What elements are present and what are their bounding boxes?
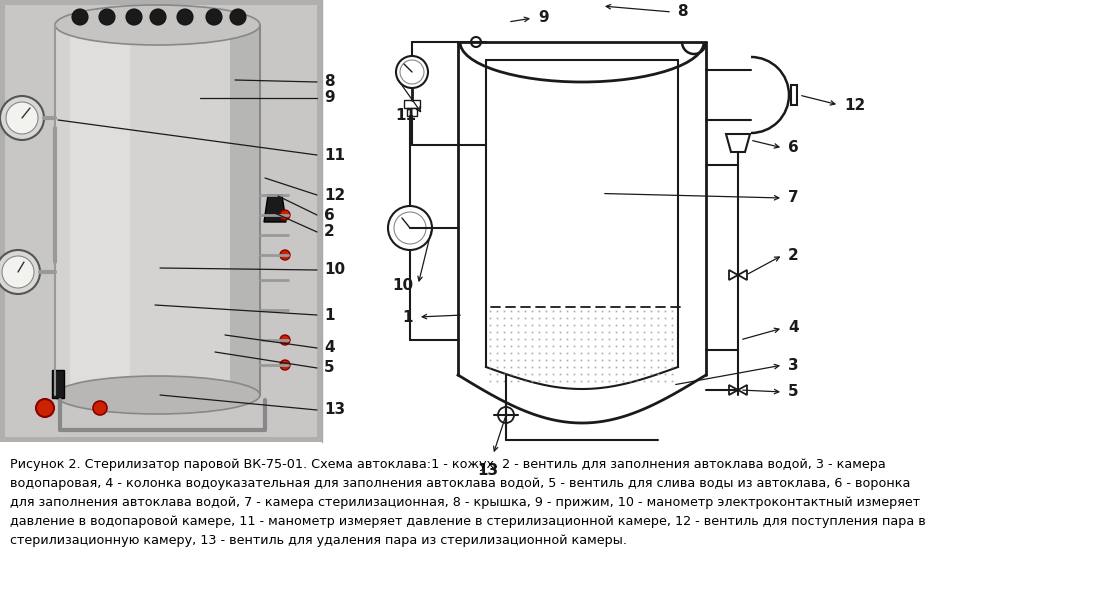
Bar (0, 0, 322, 442)
Bar (230, 25, 260, 395)
Text: 12: 12 (843, 97, 865, 112)
Ellipse shape (55, 5, 260, 45)
Text: 5: 5 (788, 385, 799, 399)
Text: 2: 2 (788, 248, 799, 263)
Circle shape (230, 9, 246, 25)
Bar (791, 85, 798, 105)
Circle shape (472, 37, 481, 47)
Circle shape (93, 401, 107, 415)
Circle shape (0, 96, 44, 140)
Circle shape (177, 9, 193, 25)
Circle shape (2, 256, 34, 288)
Bar (53, 370, 65, 398)
Circle shape (126, 9, 142, 25)
Bar (5, 5, 317, 437)
Text: 6: 6 (788, 141, 799, 155)
Polygon shape (264, 195, 286, 222)
Text: 9: 9 (324, 90, 335, 105)
Circle shape (400, 60, 424, 84)
Circle shape (150, 9, 166, 25)
Text: водопаровая, 4 - колонка водоуказательная для заполнения автоклава водой, 5 - ве: водопаровая, 4 - колонка водоуказательна… (10, 477, 910, 490)
Bar (404, 100, 420, 108)
Text: 10: 10 (324, 263, 345, 277)
Circle shape (5, 102, 38, 134)
Text: 7: 7 (788, 191, 799, 206)
Text: 13: 13 (324, 402, 345, 417)
Circle shape (280, 360, 290, 370)
Circle shape (388, 206, 432, 250)
Text: 4: 4 (788, 321, 799, 335)
Text: 3: 3 (788, 358, 799, 373)
Bar (407, 108, 417, 116)
Bar (70, 25, 130, 395)
Text: 5: 5 (324, 361, 335, 376)
Text: 9: 9 (538, 11, 548, 26)
Text: 1: 1 (324, 307, 335, 322)
Polygon shape (729, 385, 747, 395)
Text: 8: 8 (677, 5, 688, 20)
Polygon shape (726, 134, 750, 152)
Circle shape (280, 335, 290, 345)
Polygon shape (729, 270, 747, 280)
Circle shape (98, 9, 115, 25)
Text: 1: 1 (403, 310, 414, 325)
Text: 4: 4 (324, 340, 335, 355)
Circle shape (72, 9, 88, 25)
Circle shape (0, 250, 40, 294)
Ellipse shape (55, 376, 260, 414)
Text: давление в водопаровой камере, 11 - манометр измеряет давление в стерилизационно: давление в водопаровой камере, 11 - мано… (10, 515, 926, 528)
Text: 11: 11 (395, 108, 416, 123)
Text: 11: 11 (324, 148, 345, 163)
Circle shape (206, 9, 222, 25)
Text: 6: 6 (324, 208, 335, 222)
Text: для заполнения автоклава водой, 7 - камера стерилизационная, 8 - крышка, 9 - при: для заполнения автоклава водой, 7 - каме… (10, 496, 920, 509)
Text: 2: 2 (324, 224, 335, 240)
Circle shape (280, 210, 290, 220)
Text: 10: 10 (392, 277, 414, 292)
Text: 13: 13 (477, 463, 499, 478)
Circle shape (36, 399, 54, 417)
Text: Рисунок 2. Стерилизатор паровой ВК-75-01. Схема автоклава:1 - кожух, 2 - вентиль: Рисунок 2. Стерилизатор паровой ВК-75-01… (10, 458, 886, 471)
Text: стерилизационную камеру, 13 - вентиль для удаления пара из стерилизационной каме: стерилизационную камеру, 13 - вентиль дл… (10, 534, 627, 547)
Circle shape (396, 56, 428, 88)
Text: 12: 12 (324, 188, 346, 203)
Circle shape (394, 212, 426, 244)
Circle shape (498, 407, 514, 423)
Bar (55, 25, 260, 395)
Text: 8: 8 (324, 75, 335, 90)
Circle shape (280, 250, 290, 260)
